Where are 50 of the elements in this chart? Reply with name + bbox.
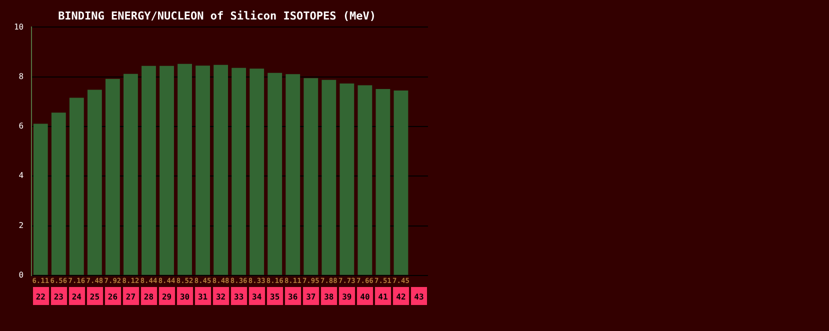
x-tick-label: 27 xyxy=(126,292,136,302)
x-tick-label: 30 xyxy=(180,292,190,302)
x-tick-label: 34 xyxy=(252,292,262,302)
x-tick-label: 31 xyxy=(198,292,208,302)
y-tick-label: 8 xyxy=(18,72,24,81)
x-tick-label: 40 xyxy=(360,292,370,302)
bar xyxy=(232,68,246,275)
x-tick-label: 32 xyxy=(216,292,226,302)
bar xyxy=(124,74,138,275)
bar xyxy=(214,64,228,275)
x-tick-label: 42 xyxy=(396,292,406,302)
x-tick-label: 35 xyxy=(270,292,280,302)
bar xyxy=(358,85,372,275)
x-tick-label: 43 xyxy=(414,292,424,302)
x-tick-label: 36 xyxy=(288,292,298,302)
x-tick-label: 28 xyxy=(144,292,154,302)
bar xyxy=(250,68,264,275)
x-tick-label: 26 xyxy=(108,292,118,302)
y-tick-label: 2 xyxy=(18,220,24,230)
x-tick-label: 29 xyxy=(162,292,172,302)
y-tick-label: 0 xyxy=(18,270,24,280)
y-tick-label: 6 xyxy=(18,122,24,131)
bar xyxy=(33,124,48,275)
bar xyxy=(87,90,102,275)
chart-title: BINDING ENERGY/NUCLEON of Silicon ISOTOPES (MeV) xyxy=(58,9,376,22)
bar xyxy=(178,64,192,275)
bar xyxy=(51,112,66,275)
x-tick-label: 38 xyxy=(324,292,334,302)
bar xyxy=(322,80,336,275)
bar xyxy=(268,72,282,275)
x-tick-label: 33 xyxy=(234,292,244,302)
bar xyxy=(160,66,174,275)
bar xyxy=(304,78,318,275)
x-tick-label: 24 xyxy=(72,292,82,302)
y-tick-label: 10 xyxy=(14,22,24,32)
bar xyxy=(340,84,354,275)
x-tick-label: 37 xyxy=(306,292,316,302)
bar xyxy=(196,66,210,275)
x-tick-label: 41 xyxy=(378,292,388,302)
bar xyxy=(69,98,84,275)
x-tick-label: 23 xyxy=(54,292,64,302)
bar xyxy=(376,89,390,275)
bar xyxy=(394,90,408,275)
bar xyxy=(106,78,120,275)
x-tick-label: 22 xyxy=(36,292,46,302)
x-tick-label: 39 xyxy=(342,292,352,302)
y-tick-label: 4 xyxy=(18,171,24,180)
bar xyxy=(142,66,156,275)
bar xyxy=(286,74,300,275)
x-tick-label: 25 xyxy=(90,292,100,302)
